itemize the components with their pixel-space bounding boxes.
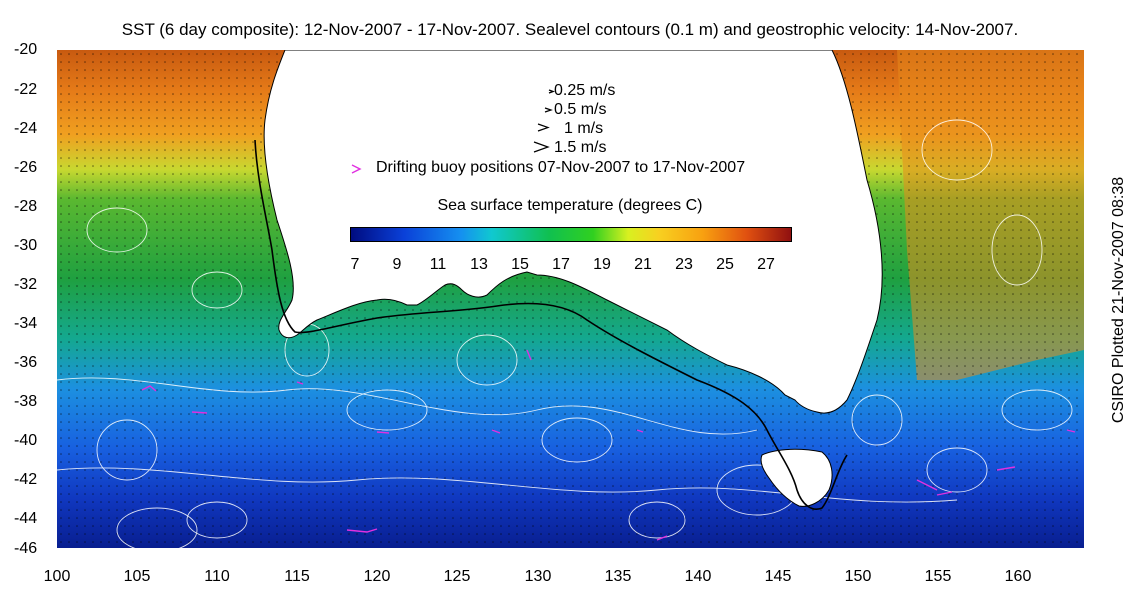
- x-tick-label: 105: [123, 568, 151, 585]
- x-tick-label: 150: [844, 568, 872, 585]
- y-tick-label: -46: [14, 540, 38, 557]
- y-tick-label: -24: [14, 120, 38, 137]
- x-tick-label: 155: [924, 568, 952, 585]
- sst-map-canvas: [57, 50, 1084, 548]
- colorbar-tick-label: 19: [593, 256, 611, 273]
- y-tick-label: -40: [14, 432, 38, 449]
- y-tick-label: -30: [14, 237, 38, 254]
- arrow-icon: [537, 123, 550, 132]
- x-tick-label: 145: [764, 568, 792, 585]
- y-tick-label: -36: [14, 354, 38, 371]
- y-tick-label: -44: [14, 510, 38, 527]
- buoy-marker-icon: [351, 164, 362, 174]
- plot-credit: CSIRO Plotted 21-Nov-2007 08:38: [1110, 176, 1127, 424]
- arrow-icon: [533, 141, 550, 153]
- arrow-icon: [544, 107, 553, 113]
- colorbar-tick-label: 25: [716, 256, 734, 273]
- y-tick-label: -22: [14, 81, 38, 98]
- colorbar-tick-label: 27: [757, 256, 775, 273]
- buoy-tracks: [141, 349, 1076, 541]
- x-tick-label: 125: [443, 568, 471, 585]
- colorbar-tick-label: 9: [392, 256, 402, 273]
- colorbar-title: Sea surface temperature (degrees C): [437, 197, 703, 214]
- colorbar-tick-label: 11: [429, 256, 447, 273]
- y-tick-label: -20: [14, 41, 38, 58]
- y-tick-label: -34: [14, 315, 38, 332]
- buoy-legend-label: Drifting buoy positions 07-Nov-2007 to 1…: [376, 159, 746, 176]
- x-tick-label: 115: [284, 568, 310, 585]
- colorbar-tick-label: 23: [675, 256, 693, 273]
- x-tick-label: 120: [363, 568, 391, 585]
- x-tick-label: 140: [684, 568, 712, 585]
- colorbar-tick-label: 15: [511, 256, 529, 273]
- y-tick-label: -32: [14, 276, 38, 293]
- colorbar-tick-label: 17: [552, 256, 570, 273]
- colorbar: [350, 227, 792, 242]
- shelf-contour: [254, 139, 848, 510]
- velocity-legend-label: 1 m/s: [564, 120, 604, 137]
- velocity-arrow-icons: [533, 89, 555, 153]
- y-tick-label: -42: [14, 471, 38, 488]
- x-tick-label: 100: [43, 568, 71, 585]
- x-tick-label: 110: [204, 568, 230, 585]
- sst-map[interactable]: [57, 50, 1084, 548]
- tasmania-land: [760, 448, 833, 507]
- colorbar-tick-label: 13: [470, 256, 488, 273]
- velocity-legend-label: 0.5 m/s: [554, 101, 607, 118]
- x-tick-label: 135: [604, 568, 632, 585]
- velocity-legend-label: 1.5 m/s: [554, 139, 607, 156]
- y-tick-label: -38: [14, 393, 38, 410]
- y-tick-label: -26: [14, 159, 38, 176]
- y-tick-label: -28: [14, 198, 38, 215]
- map-title: SST (6 day composite): 12-Nov-2007 - 17-…: [121, 20, 1019, 39]
- colorbar-tick-label: 21: [634, 256, 652, 273]
- x-tick-label: 160: [1004, 568, 1032, 585]
- colorbar-tick-label: 7: [350, 256, 360, 273]
- arrow-icon: [548, 89, 555, 94]
- x-tick-label: 130: [524, 568, 552, 585]
- velocity-legend-label: 0.25 m/s: [554, 82, 616, 99]
